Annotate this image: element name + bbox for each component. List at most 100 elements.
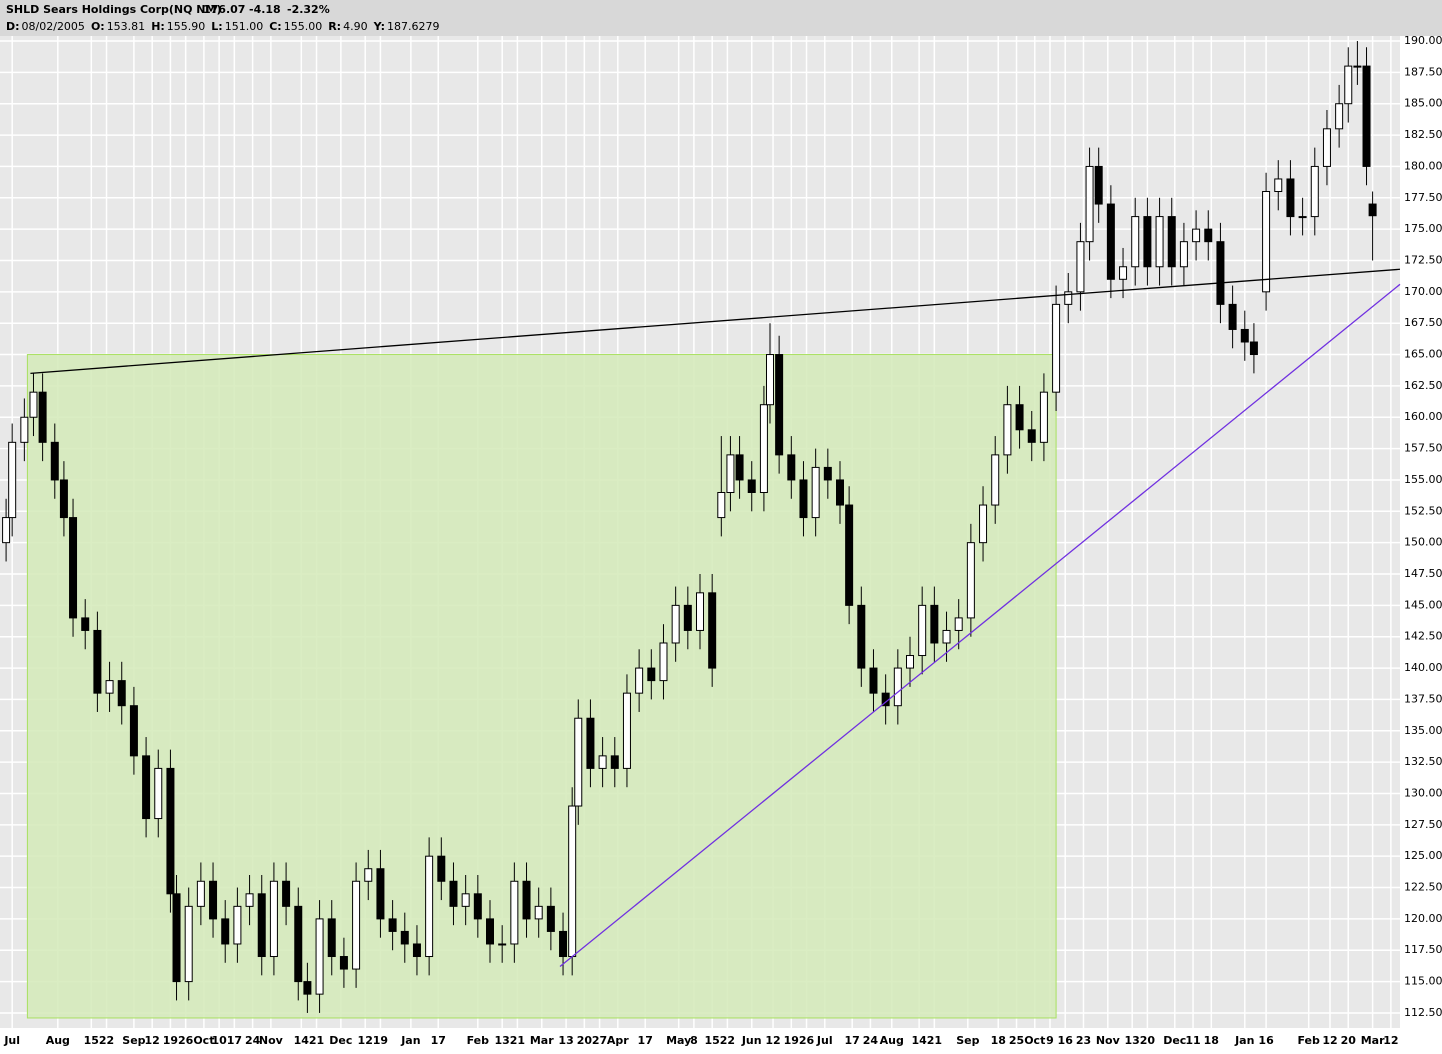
- candle-body: [8, 441, 17, 519]
- candle-body: [294, 905, 303, 983]
- x-tick-label: 16: [1258, 1034, 1274, 1047]
- candle-body: [1335, 103, 1344, 130]
- trendline: [559, 283, 1401, 968]
- y-tick-label: 142.50: [1404, 630, 1442, 643]
- info-label: O:: [91, 20, 105, 33]
- x-tick-label: 20: [577, 1034, 593, 1047]
- x-tick-label: 18: [1204, 1034, 1219, 1047]
- candle-body: [659, 642, 668, 682]
- candle-body: [708, 592, 717, 669]
- candle-body: [1085, 165, 1094, 243]
- x-tick-label: Jan: [1234, 1034, 1254, 1047]
- info-label: C:: [269, 20, 281, 33]
- candle-body: [775, 354, 784, 456]
- candle-body: [339, 956, 348, 970]
- candle-body: [412, 943, 421, 958]
- candle-body: [473, 893, 482, 920]
- info-value: 155.90: [167, 20, 206, 33]
- candle-body: [50, 441, 59, 481]
- candle-body: [59, 479, 68, 519]
- candle-body: [799, 479, 808, 519]
- candle-body: [1027, 429, 1036, 443]
- candle-body: [586, 717, 595, 769]
- candle-body: [364, 868, 373, 882]
- y-tick-label: 160.00: [1404, 410, 1442, 423]
- x-tick-label: 20: [1341, 1034, 1357, 1047]
- candle-body: [498, 943, 507, 946]
- y-tick-label: 132.50: [1404, 755, 1442, 768]
- candle-body: [1262, 191, 1271, 293]
- x-tick-label: 19: [163, 1034, 178, 1047]
- info-label: R:: [328, 20, 341, 33]
- y-tick-label: 137.50: [1404, 692, 1442, 705]
- x-tick-label: Mar: [530, 1034, 554, 1047]
- x-tick-label: 26: [799, 1034, 815, 1047]
- candle-body: [1143, 216, 1152, 268]
- candle-body: [449, 880, 458, 907]
- x-tick-label: 15: [705, 1034, 720, 1047]
- candle-body: [2, 517, 11, 544]
- y-tick-label: 127.50: [1404, 818, 1442, 831]
- candle-body: [869, 667, 878, 694]
- candle-body: [400, 930, 409, 945]
- candle-body: [209, 880, 218, 920]
- candle-body: [154, 767, 163, 820]
- candle-body: [1094, 165, 1103, 205]
- x-tick-label: Nov: [1096, 1034, 1121, 1047]
- y-tick-label: 112.50: [1404, 1006, 1442, 1019]
- y-tick-label: 150.00: [1404, 536, 1442, 549]
- candle-body: [1353, 65, 1362, 68]
- x-tick-label: 18: [991, 1034, 1006, 1047]
- candle-body: [787, 454, 796, 481]
- candle-body: [184, 905, 193, 983]
- y-tick-label: 185.00: [1404, 97, 1442, 110]
- candle-body: [1362, 65, 1371, 167]
- candle-body: [559, 930, 568, 958]
- candle-body: [671, 604, 680, 644]
- x-tick-label: Dec: [1163, 1034, 1186, 1047]
- candle-body: [352, 880, 361, 970]
- candle-body: [966, 542, 975, 619]
- candle-body: [635, 667, 644, 694]
- x-tick-label: 12: [1322, 1034, 1337, 1047]
- candle-body: [1310, 165, 1319, 218]
- candle-body: [196, 880, 205, 907]
- candle-body: [954, 617, 963, 631]
- x-tick-label: Jul: [816, 1034, 833, 1047]
- y-tick-label: 120.00: [1404, 912, 1442, 925]
- x-tick-label: 9: [1046, 1034, 1054, 1047]
- header-bar: [0, 0, 1442, 36]
- x-tick-label: Oct: [1024, 1034, 1045, 1047]
- info-label: H:: [151, 20, 165, 33]
- info-label: D:: [6, 20, 20, 33]
- info-value: 151.00: [225, 20, 264, 33]
- x-tick-label: 12: [358, 1034, 373, 1047]
- candle-body: [1119, 266, 1128, 280]
- candle-body: [327, 918, 336, 958]
- candle-body: [315, 918, 324, 995]
- x-tick-label: May: [666, 1034, 691, 1047]
- candle-body: [918, 604, 927, 657]
- x-tick-label: 17: [638, 1034, 653, 1047]
- x-tick-label: 17: [845, 1034, 860, 1047]
- candle-body: [221, 918, 230, 945]
- candle-body: [1131, 216, 1140, 268]
- candle-body: [1274, 178, 1283, 193]
- x-tick-label: Jan: [400, 1034, 420, 1047]
- x-tick-label: 13: [495, 1034, 510, 1047]
- x-tick-label: 13: [558, 1034, 573, 1047]
- candle-body: [942, 629, 951, 644]
- candle-body: [245, 893, 254, 907]
- x-tick-label: 21: [510, 1034, 525, 1047]
- candle-body: [1344, 65, 1353, 105]
- y-tick-label: 165.00: [1404, 348, 1442, 361]
- x-tick-label: 11: [1185, 1034, 1200, 1047]
- x-tick-label: 14: [294, 1034, 310, 1047]
- info-line: D: 08/02/2005 O: 153.81 H: 155.90 L: 151.00 C: 15…: [6, 20, 440, 33]
- x-tick-label: 24: [863, 1034, 879, 1047]
- candle-body: [233, 905, 242, 945]
- x-tick-label: Jul: [3, 1034, 20, 1047]
- candle-body: [1052, 303, 1061, 393]
